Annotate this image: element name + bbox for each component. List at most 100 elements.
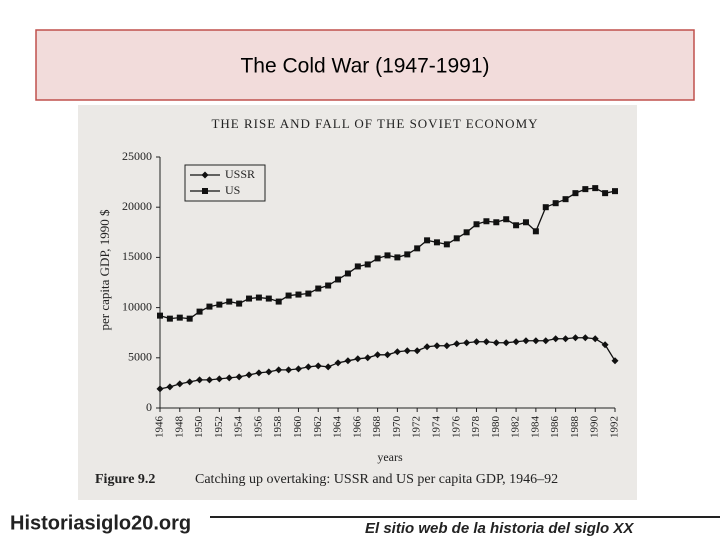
- data-point: [344, 270, 351, 277]
- data-point: [443, 241, 450, 248]
- data-point: [285, 366, 293, 374]
- x-tick-label: 1974: [430, 416, 442, 439]
- data-point: [196, 308, 203, 315]
- data-point: [513, 222, 520, 229]
- figure-label: Figure 9.2: [95, 472, 155, 487]
- x-tick-label: 1954: [233, 416, 245, 439]
- data-point: [532, 337, 540, 345]
- y-axis-label: per capita GDP, 1990 $: [97, 209, 112, 330]
- data-point: [374, 255, 381, 262]
- x-tick-label: 1992: [609, 416, 621, 438]
- x-tick-label: 1990: [589, 416, 601, 439]
- data-point: [324, 363, 332, 371]
- data-point: [512, 338, 520, 346]
- data-point: [295, 291, 302, 298]
- data-point: [334, 359, 342, 367]
- data-point: [542, 204, 549, 211]
- data-point: [156, 385, 164, 393]
- data-point: [473, 221, 480, 228]
- footer-tagline: El sitio web de la historia del siglo XX: [365, 520, 634, 537]
- data-point: [571, 334, 579, 342]
- x-tick-label: 1952: [213, 416, 225, 438]
- data-point: [186, 378, 194, 386]
- chart-title: THE RISE AND FALL OF THE SOVIET ECONOMY: [211, 116, 538, 131]
- data-point: [503, 216, 510, 223]
- data-point: [354, 355, 362, 363]
- data-point: [157, 312, 163, 319]
- x-tick-label: 1978: [470, 416, 482, 439]
- x-tick-label: 1968: [371, 416, 383, 439]
- figure-background: [78, 105, 637, 500]
- data-point: [226, 298, 233, 305]
- data-point: [493, 219, 500, 226]
- data-point: [601, 341, 609, 349]
- legend-label: USSR: [225, 167, 255, 181]
- data-point: [483, 218, 490, 225]
- title-box: [35, 29, 695, 101]
- x-tick-label: 1980: [490, 416, 502, 439]
- data-point: [344, 357, 352, 365]
- data-point: [582, 186, 589, 193]
- data-point: [522, 337, 530, 345]
- data-point: [176, 380, 184, 388]
- data-point: [285, 292, 292, 299]
- data-point: [166, 315, 173, 322]
- y-tick-label: 25000: [122, 149, 152, 163]
- x-tick-label: 1946: [154, 416, 166, 439]
- data-point: [463, 229, 470, 236]
- data-point: [305, 290, 312, 297]
- data-point: [433, 342, 441, 350]
- data-point: [532, 228, 539, 235]
- data-point: [236, 300, 243, 307]
- data-point: [275, 298, 282, 305]
- data-point: [206, 303, 213, 310]
- y-tick-label: 20000: [122, 199, 152, 213]
- data-point: [246, 295, 253, 302]
- data-point: [374, 351, 382, 359]
- y-tick-label: 0: [146, 400, 152, 414]
- data-point: [453, 340, 461, 348]
- x-tick-label: 1988: [569, 416, 581, 439]
- data-point: [255, 294, 262, 301]
- data-point: [404, 251, 411, 258]
- data-point: [453, 235, 460, 242]
- data-point: [186, 315, 193, 322]
- data-point: [433, 239, 440, 246]
- legend-marker: [201, 171, 209, 179]
- x-tick-label: 1956: [252, 416, 264, 439]
- data-point: [492, 339, 500, 347]
- x-tick-label: 1964: [332, 416, 344, 439]
- data-point: [502, 339, 510, 347]
- data-point: [562, 335, 570, 343]
- data-point: [176, 314, 183, 321]
- data-point: [205, 376, 213, 384]
- data-point: [611, 357, 619, 365]
- data-point: [394, 254, 401, 261]
- data-point: [384, 351, 391, 359]
- data-point: [235, 373, 243, 381]
- data-point: [364, 261, 371, 268]
- footer-site: Historiasiglo20.org: [10, 512, 191, 534]
- y-tick-label: 15000: [122, 249, 152, 263]
- slide-title: The Cold War (1947-1991): [240, 55, 489, 78]
- data-point: [414, 245, 421, 252]
- data-point: [591, 335, 599, 343]
- data-point: [265, 295, 272, 302]
- x-tick-label: 1950: [193, 416, 205, 439]
- data-point: [384, 252, 391, 259]
- x-tick-label: 1972: [411, 416, 423, 438]
- data-point: [325, 282, 332, 289]
- data-point: [196, 376, 204, 384]
- data-point: [314, 362, 322, 370]
- data-point: [522, 219, 529, 226]
- x-tick-label: 1948: [173, 416, 185, 439]
- x-tick-label: 1962: [312, 416, 324, 438]
- legend-label: US: [225, 183, 240, 197]
- y-tick-label: 10000: [122, 299, 152, 313]
- caption: Catching up overtaking: USSR and US per …: [195, 472, 558, 487]
- data-point: [602, 190, 609, 197]
- data-point: [225, 374, 233, 382]
- data-point: [245, 371, 253, 379]
- x-tick-label: 1970: [391, 416, 403, 439]
